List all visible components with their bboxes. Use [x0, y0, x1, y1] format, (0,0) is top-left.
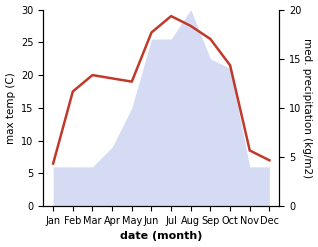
Y-axis label: med. precipitation (kg/m2): med. precipitation (kg/m2): [302, 38, 313, 178]
X-axis label: date (month): date (month): [120, 231, 203, 242]
Y-axis label: max temp (C): max temp (C): [5, 72, 16, 144]
